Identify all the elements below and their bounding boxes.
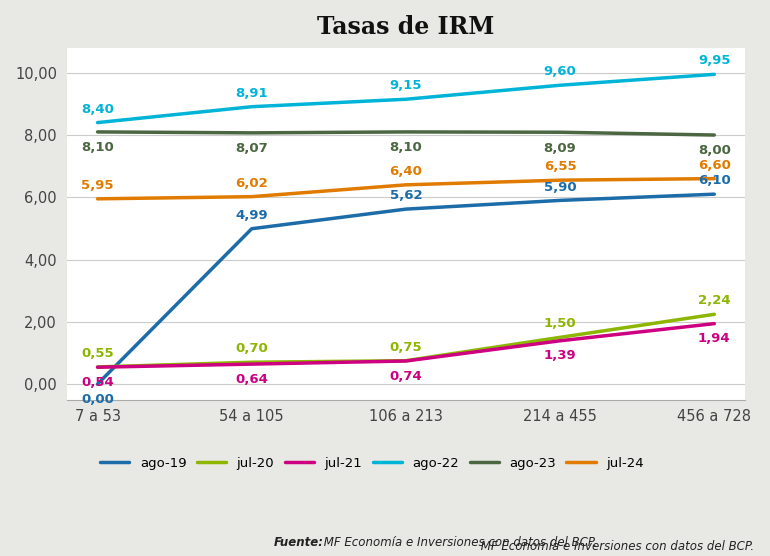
ago-19 [93,381,102,388]
Text: 6,55: 6,55 [544,160,577,173]
ago-23 [710,132,719,138]
Text: 0,00: 0,00 [81,393,114,406]
Text: 1,39: 1,39 [544,350,577,363]
Text: 6,40: 6,40 [390,165,423,178]
Text: 1,50: 1,50 [544,317,577,330]
ago-19 [401,206,410,212]
ago-22 [247,103,256,110]
Text: 5,62: 5,62 [390,189,422,202]
ago-19 [710,191,719,197]
jul-24 [710,175,719,182]
ago-23 [93,128,102,135]
Text: 0,55: 0,55 [82,347,114,360]
ago-23 [401,128,410,135]
jul-24 [247,193,256,200]
Text: 8,10: 8,10 [81,141,114,154]
ago-22 [710,71,719,78]
Text: 0,74: 0,74 [390,370,422,383]
Text: Fuente:: Fuente: [273,537,323,549]
Text: 0,64: 0,64 [236,373,268,386]
Text: 1,94: 1,94 [698,332,731,345]
Line: jul-21: jul-21 [98,324,715,367]
ago-19 [555,197,564,203]
Line: ago-22: ago-22 [98,75,715,122]
Text: 8,91: 8,91 [236,87,268,100]
jul-21 [247,361,256,368]
ago-23 [247,130,256,136]
jul-21 [710,320,719,327]
jul-21 [93,364,102,370]
ago-22 [555,82,564,88]
Text: MF Economía e Inversiones con datos del BCP.: MF Economía e Inversiones con datos del … [477,540,755,553]
Text: 0,54: 0,54 [81,376,114,389]
Text: 8,40: 8,40 [81,103,114,116]
Line: jul-20: jul-20 [98,314,715,367]
Text: 6,60: 6,60 [698,159,731,172]
ago-23 [555,129,564,136]
ago-22 [401,96,410,102]
Text: 9,95: 9,95 [698,54,731,67]
Text: 6,10: 6,10 [698,175,731,187]
jul-20 [555,334,564,341]
jul-21 [401,358,410,364]
Text: 8,07: 8,07 [236,142,268,155]
Text: 0,70: 0,70 [236,342,268,355]
jul-20 [247,359,256,366]
ago-19 [247,225,256,232]
ago-22 [93,119,102,126]
Text: 6,02: 6,02 [236,177,268,190]
Line: ago-23: ago-23 [98,132,715,135]
Line: jul-24: jul-24 [98,178,715,199]
Text: 9,15: 9,15 [390,80,422,92]
Text: 8,10: 8,10 [390,141,422,154]
jul-20 [93,364,102,370]
Title: Tasas de IRM: Tasas de IRM [317,15,494,39]
Legend: ago-19, jul-20, jul-21, ago-22, ago-23, jul-24: ago-19, jul-20, jul-21, ago-22, ago-23, … [95,452,649,475]
Text: 8,09: 8,09 [544,142,577,155]
Line: ago-19: ago-19 [98,194,715,384]
Text: 0,75: 0,75 [390,341,422,354]
jul-24 [555,177,564,183]
Text: 2,24: 2,24 [698,295,731,307]
Text: 5,95: 5,95 [82,179,114,192]
Text: 8,00: 8,00 [698,145,731,157]
jul-24 [401,181,410,188]
jul-20 [401,358,410,364]
jul-20 [710,311,719,317]
Text: 4,99: 4,99 [236,209,268,222]
jul-21 [555,337,564,344]
jul-24 [93,196,102,202]
Text: 5,90: 5,90 [544,181,577,193]
Text: MF Economía e Inversiones con datos del BCP.: MF Economía e Inversiones con datos del … [320,537,597,549]
Text: 9,60: 9,60 [544,66,577,78]
